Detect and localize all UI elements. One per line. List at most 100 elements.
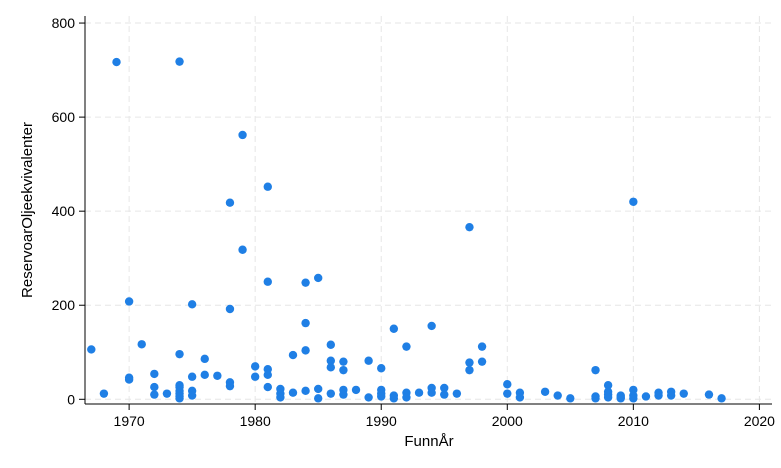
data-point (465, 365, 474, 375)
data-point (124, 297, 134, 306)
data-point (263, 370, 272, 380)
data-point (250, 372, 260, 381)
data-point (477, 342, 487, 351)
grid (85, 16, 772, 404)
x-tick-label: 2000 (492, 413, 523, 429)
data-point (225, 304, 235, 314)
ticks: 0 200 400 600 800 1970 1980 1990 2000 2010 2020 (52, 15, 776, 429)
data-point (704, 390, 714, 399)
data-point (402, 342, 411, 351)
data-point (629, 197, 638, 206)
data-point (452, 389, 462, 398)
data-point (314, 273, 323, 283)
data-point (137, 340, 146, 349)
y-tick-label: 200 (52, 297, 76, 313)
y-tick-label: 800 (52, 15, 76, 31)
data-point (87, 345, 96, 354)
data-point (351, 385, 361, 395)
data-point (465, 358, 474, 367)
data-point (150, 369, 159, 379)
x-tick-label: 2010 (618, 413, 649, 429)
data-point (112, 57, 121, 67)
data-point (389, 394, 399, 403)
x-tick-label: 1990 (366, 413, 397, 429)
data-point (591, 365, 600, 375)
data-point (326, 363, 336, 372)
data-point (515, 393, 525, 402)
x-axis-title: FunnÅr (404, 433, 453, 450)
data-point (339, 365, 348, 375)
data-point (440, 390, 449, 399)
data-point (629, 394, 638, 403)
data-point (326, 356, 336, 365)
data-point (250, 362, 260, 371)
data-point (225, 381, 235, 391)
y-tick-label: 0 (67, 391, 75, 407)
data-point (503, 389, 512, 398)
data-point (654, 391, 663, 400)
data-point (301, 346, 310, 355)
data-point (427, 388, 436, 397)
y-axis-title: ReservoarOljeekvivalenter (19, 122, 36, 298)
data-point (213, 371, 222, 380)
axes (84, 16, 772, 405)
data-point (99, 389, 109, 398)
data-point (616, 394, 625, 403)
data-point (377, 392, 386, 401)
data-point (503, 380, 512, 389)
data-point (477, 357, 487, 366)
data-point (377, 364, 386, 373)
data-point (301, 386, 310, 396)
data-point (175, 57, 184, 66)
data-point (263, 182, 272, 191)
data-point (288, 388, 298, 397)
data-point (175, 349, 184, 359)
data-point (427, 321, 436, 331)
data-point (301, 278, 310, 287)
data-point (566, 394, 575, 403)
y-tick-label: 600 (52, 109, 76, 125)
data-point (465, 222, 474, 232)
data-point (679, 389, 688, 398)
data-point (314, 394, 323, 403)
data-point (591, 394, 600, 403)
data-point (187, 391, 197, 400)
x-tick-label: 2020 (744, 413, 775, 429)
data-point (187, 300, 197, 309)
data-point (414, 388, 424, 397)
data-point (225, 198, 235, 207)
data-point (263, 382, 272, 392)
y-tick-label: 400 (52, 203, 76, 219)
data-point (314, 384, 323, 394)
data-point (339, 357, 348, 366)
data-point (603, 393, 613, 402)
data-point (263, 277, 272, 286)
data-point (200, 370, 209, 380)
data-point (540, 387, 550, 396)
data-point (717, 394, 726, 403)
data-point (326, 340, 336, 349)
data-point (339, 390, 348, 399)
data-points (87, 57, 726, 403)
data-point (200, 354, 209, 364)
data-point (641, 392, 651, 401)
x-tick-label: 1980 (240, 413, 271, 429)
data-point (603, 380, 613, 390)
data-point (666, 391, 676, 400)
data-point (187, 372, 197, 381)
data-point (288, 350, 298, 360)
data-point (402, 393, 411, 402)
data-point (238, 130, 247, 140)
data-point (440, 383, 449, 393)
data-point (150, 390, 159, 399)
data-point (301, 318, 310, 328)
data-point (124, 375, 134, 384)
data-point (364, 393, 373, 402)
data-point (276, 393, 285, 402)
data-point (238, 245, 247, 254)
data-point (364, 356, 373, 365)
data-point (389, 324, 399, 333)
data-point (553, 391, 562, 400)
